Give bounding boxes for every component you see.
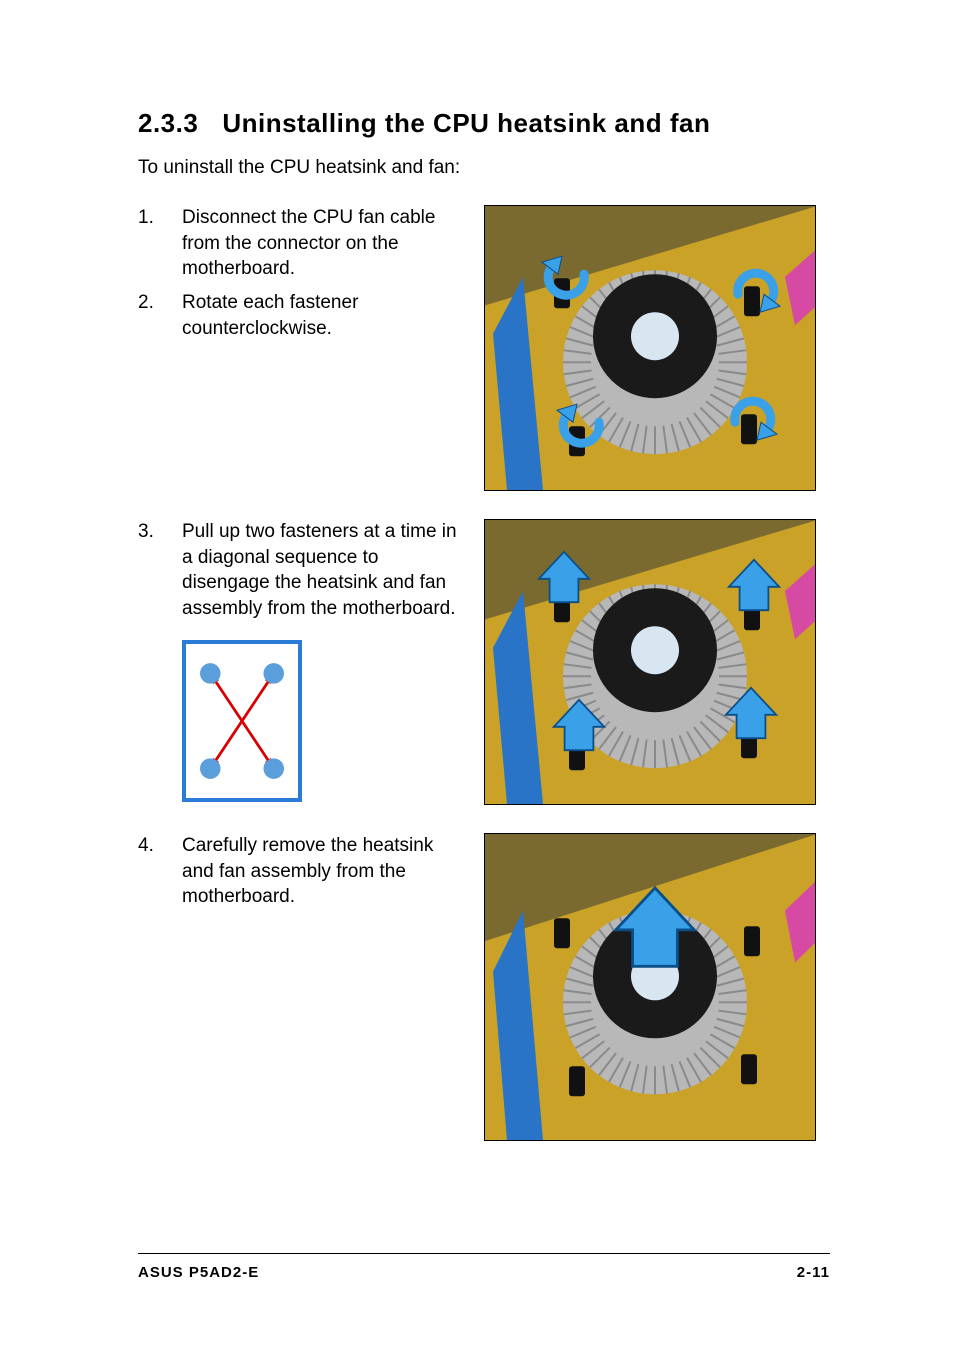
step-number: 2.: [138, 290, 182, 341]
section-title-text: Uninstalling the CPU heatsink and fan: [222, 108, 710, 138]
page-footer: ASUS P5AD2-E 2-11: [138, 1253, 830, 1281]
intro-text: To uninstall the CPU heatsink and fan:: [138, 157, 830, 179]
photo-step-rotate: [484, 205, 816, 491]
step-number: 3.: [138, 519, 182, 622]
step-text: Rotate each fastener counterclockwise.: [182, 290, 458, 341]
step-number: 4.: [138, 833, 182, 910]
diagonal-diagram: [182, 640, 458, 802]
list-item: 1. Disconnect the CPU fan cable from the…: [138, 205, 458, 282]
step-text: Pull up two fasteners at a time in a dia…: [182, 519, 458, 622]
photo-step-pullup: [484, 519, 816, 805]
section-number: 2.3.3: [138, 108, 198, 139]
footer-page-number: 2-11: [797, 1264, 830, 1281]
step-text: Carefully remove the heatsink and fan as…: [182, 833, 458, 910]
footer-product: ASUS P5AD2-E: [138, 1264, 259, 1281]
photo-step-remove: [484, 833, 816, 1141]
section-heading: 2.3.3 Uninstalling the CPU heatsink and f…: [138, 108, 830, 139]
list-item: 4. Carefully remove the heatsink and fan…: [138, 833, 458, 910]
list-item: 3. Pull up two fasteners at a time in a …: [138, 519, 458, 622]
step-text: Disconnect the CPU fan cable from the co…: [182, 205, 458, 282]
list-item: 2. Rotate each fastener counterclockwise…: [138, 290, 458, 341]
step-number: 1.: [138, 205, 182, 282]
